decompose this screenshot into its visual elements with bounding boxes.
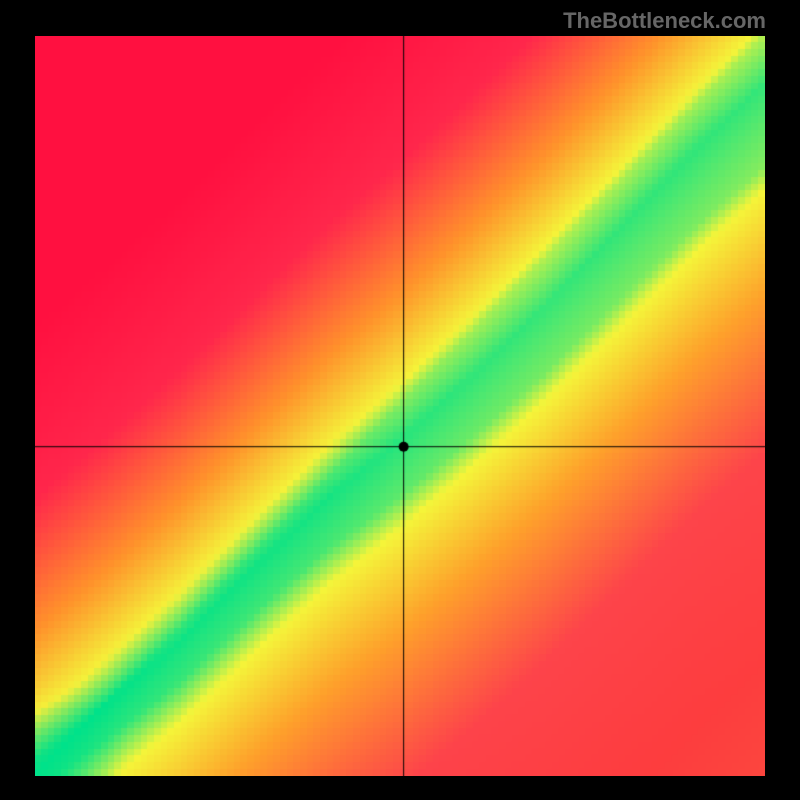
watermark-text: TheBottleneck.com xyxy=(563,8,766,34)
bottleneck-heatmap xyxy=(35,36,765,776)
